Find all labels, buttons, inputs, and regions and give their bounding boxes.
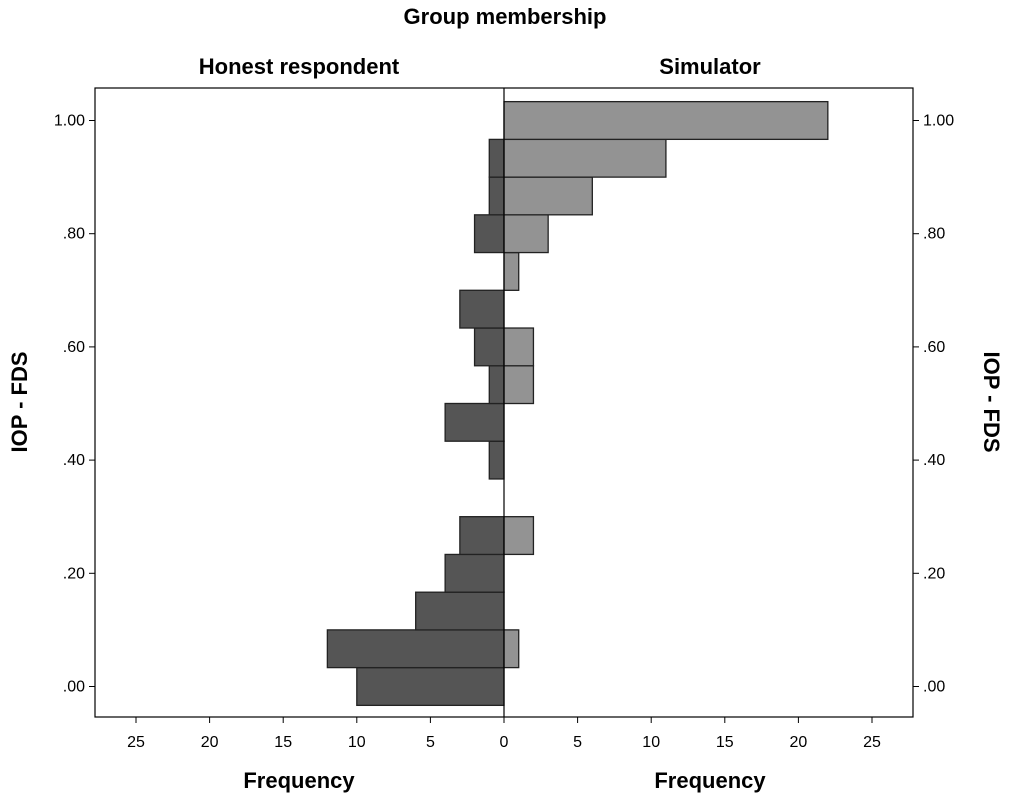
right-x-tick-label: 20 — [790, 734, 808, 751]
bars-layer — [326, 100, 829, 707]
right-y-tick-label: 1.00 — [923, 113, 954, 130]
simulator-bar-9 — [503, 327, 535, 367]
honest-bar-3 — [444, 553, 505, 593]
honest-bar-7 — [444, 402, 505, 442]
left-panel-title: Honest respondent — [199, 54, 400, 79]
honest-bar-12 — [473, 214, 505, 254]
honest-bar-6 — [488, 440, 505, 480]
left-y-tick-label: .80 — [63, 226, 85, 243]
honest-bar-9 — [473, 327, 505, 367]
simulator-bar-11 — [503, 251, 520, 291]
center-x-tick-label: 0 — [500, 734, 509, 751]
left-x-tick-label: 25 — [127, 734, 145, 751]
simulator-bar-8 — [503, 365, 535, 405]
left-y-tick-label: .60 — [63, 339, 85, 356]
right-x-axis-label: Frequency — [654, 768, 766, 793]
left-y-tick-label: .00 — [63, 679, 85, 696]
simulator-bar-12 — [503, 214, 549, 254]
honest-bar-13 — [488, 176, 505, 216]
axes-layer: .00 .00 .20 .20 .40 .40 .60 .60 .80 .80 1.00 1.00 0 5… — [54, 87, 954, 751]
left-x-tick-label: 5 — [426, 734, 435, 751]
honest-bar-14 — [488, 138, 505, 178]
left-y-tick-label: 1.00 — [54, 113, 85, 130]
chart-title: Group membership — [404, 4, 607, 29]
simulator-bar-15 — [503, 100, 829, 141]
right-y-tick-label: .80 — [923, 226, 945, 243]
right-x-tick-label: 10 — [642, 734, 660, 751]
honest-bar-4 — [459, 516, 505, 556]
right-y-tick-label: .20 — [923, 565, 945, 582]
right-panel-title: Simulator — [659, 54, 761, 79]
left-x-tick-label: 15 — [274, 734, 292, 751]
honest-bar-10 — [459, 289, 505, 329]
right-x-tick-label: 5 — [573, 734, 582, 751]
right-x-tick-label: 15 — [716, 734, 734, 751]
honest-bar-0 — [356, 666, 505, 707]
right-y-tick-label: .60 — [923, 339, 945, 356]
left-x-tick-label: 10 — [348, 734, 366, 751]
left-x-tick-label: 20 — [201, 734, 219, 751]
left-y-axis-label: IOP - FDS — [7, 351, 32, 452]
left-y-tick-label: .20 — [63, 565, 85, 582]
honest-bar-1 — [326, 629, 505, 669]
right-x-tick-label: 25 — [863, 734, 881, 751]
simulator-bar-14 — [503, 138, 667, 178]
simulator-bar-13 — [503, 176, 593, 216]
simulator-bar-1 — [503, 629, 520, 669]
right-y-tick-label: .40 — [923, 452, 945, 469]
right-y-tick-label: .00 — [923, 679, 945, 696]
left-y-tick-label: .40 — [63, 452, 85, 469]
honest-bar-2 — [415, 591, 505, 631]
honest-bar-8 — [488, 365, 505, 405]
left-x-axis-label: Frequency — [243, 768, 355, 793]
right-y-axis-label: IOP - FDS — [979, 351, 1004, 452]
simulator-bar-4 — [503, 516, 535, 556]
